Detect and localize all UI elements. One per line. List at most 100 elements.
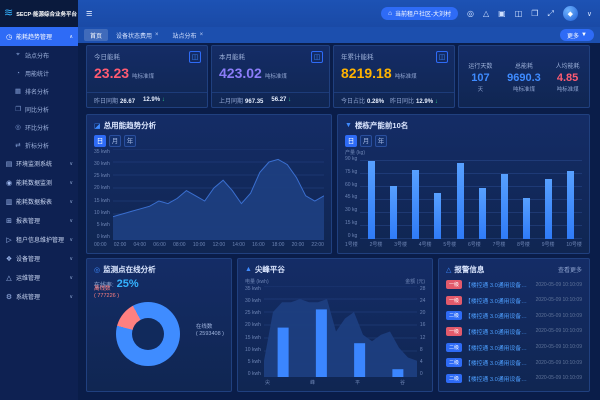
sidebar-group-icon: ▥ xyxy=(5,198,13,206)
alarm-row[interactable]: 二级【楼控通 3.0通用设备】楼控通 3.0…2020-05-09 10:10:… xyxy=(446,373,582,383)
close-tab-icon[interactable]: × xyxy=(199,32,204,38)
alarm-text: 【楼控通 3.0通用设备】楼控通 3.0… xyxy=(465,314,533,321)
bar xyxy=(412,169,420,239)
period-tab-月[interactable]: 月 xyxy=(360,135,372,147)
axis-labels: 电量 (kwh) 金额 (元) xyxy=(245,278,425,285)
y-tick: 20 kwh xyxy=(245,322,261,329)
value-number: 23.23 xyxy=(94,65,130,81)
lock-icon[interactable]: ▣ xyxy=(498,8,506,18)
page-tab[interactable]: 设备状态费用 × xyxy=(110,29,165,41)
sidebar-group-icon: ◉ xyxy=(5,179,13,187)
sidebar-group-item[interactable]: ▤ 环境监测系统 ∨ xyxy=(0,154,78,173)
x-tick: 平 xyxy=(354,380,360,386)
bar xyxy=(434,192,442,239)
alarm-time: 2020-05-09 10:10:09 xyxy=(535,312,582,319)
copy-icon[interactable]: ❐ xyxy=(531,8,539,18)
sidebar-group-label: 系统管理 xyxy=(16,295,41,301)
chevron-down-icon: ∨ xyxy=(69,236,73,243)
view-more-link[interactable]: 查看更多 xyxy=(557,268,582,274)
page-tab-label: 站点分布 xyxy=(172,33,197,40)
sidebar-group-label: 报表管理 xyxy=(16,219,41,225)
trend-down-icon: ↓ xyxy=(433,98,438,105)
sidebar-sub-item[interactable]: ⌖ 站点分布 xyxy=(0,46,78,64)
x-tick: 10号楼 xyxy=(566,242,582,248)
gauge-icon: ◫ xyxy=(436,51,448,63)
alarm-row[interactable]: 二级【楼控通 3.0通用设备】楼控通 3.0…2020-05-09 10:10:… xyxy=(446,358,582,368)
period-tab-年[interactable]: 年 xyxy=(124,135,136,147)
topbar-actions: ⌂ 当前租户社区-大刘村 ◎ △ ▣ ◫ ❐ ⤢ ◆ ∨ xyxy=(381,6,600,21)
y-axis-ticks: 90 kg 75 kg 60 kg 45 kg 30 kg 15 kg 0 kg xyxy=(345,156,360,239)
card-footer: 今日占比 0.28% 昨日同比 12.9% ↓ xyxy=(334,92,454,107)
alert-icon[interactable]: △ xyxy=(483,8,490,18)
notice-icon[interactable]: ◫ xyxy=(514,8,523,18)
alarm-row[interactable]: 二级【楼控通 3.0通用设备】楼控通 3.0…2020-05-09 10:10:… xyxy=(446,342,582,352)
segment-label: 在线数 xyxy=(195,324,213,330)
chevron-down-icon: ∨ xyxy=(69,293,73,300)
period-tab-月[interactable]: 月 xyxy=(109,135,121,147)
y-tick: 20 kwh xyxy=(94,185,110,192)
avatar[interactable]: ◆ xyxy=(562,6,578,21)
sidebar-sub-icon: ⌖ xyxy=(16,51,20,58)
summary-stat: 人均能耗 4.85 吨标准煤 xyxy=(556,61,580,93)
fullscreen-icon[interactable]: ⤢ xyxy=(547,8,554,18)
alarm-row[interactable]: 二级【楼控通 3.0通用设备】楼控通 3.0…2020-05-09 10:10:… xyxy=(446,311,582,321)
sidebar-group-item[interactable]: ⊞ 报表管理 ∨ xyxy=(0,211,78,230)
sidebar-sub-item[interactable]: ▦ 排名分析 xyxy=(0,82,78,100)
alarm-level-badge: 一级 xyxy=(446,280,463,290)
sidebar-group-item[interactable]: ❖ 设备管理 ∨ xyxy=(0,249,78,268)
card-footer: 昨日同期 26.67 12.9% ↓ xyxy=(87,92,207,107)
sidebar-sub-icon: ◎ xyxy=(15,124,21,131)
alarm-level-badge: 二级 xyxy=(446,342,463,352)
x-tick: 10:00 xyxy=(192,242,206,248)
card-value: 23.23 吨标准煤 xyxy=(94,65,201,81)
trend-down-icon: ↓ xyxy=(160,97,165,103)
chevron-down-icon[interactable]: ∨ xyxy=(586,10,592,18)
stat-label: 人均能耗 xyxy=(555,63,580,70)
period-tab-年[interactable]: 年 xyxy=(375,135,387,147)
sidebar-group-item[interactable]: ▷ 租户信息维护管理 ∨ xyxy=(0,230,78,249)
bar xyxy=(500,174,508,239)
period-tab-日[interactable]: 日 xyxy=(345,135,357,147)
sidebar-group-label: 环境监测系统 xyxy=(16,162,53,168)
period-tab-日[interactable]: 日 xyxy=(94,135,106,147)
y-tick: 5 kwh xyxy=(247,358,261,365)
chevron-down-icon: ∨ xyxy=(69,179,73,186)
stat-value: 4.85 xyxy=(556,71,579,84)
sidebar-group-item[interactable]: ◷ 能耗趋势管理 ∧ xyxy=(0,27,78,46)
alarm-row[interactable]: 一级【楼控通 3.0通用设备】楼控通 3.0…2020-05-09 10:10:… xyxy=(446,280,582,290)
card-title: 今日能耗 xyxy=(94,54,120,61)
sidebar-group-icon: ❖ xyxy=(5,255,13,263)
logo-text: SECP·能源综合业务平台 xyxy=(16,11,78,18)
x-tick: 4号楼 xyxy=(418,242,432,248)
topbar: ≋ SECP·能源综合业务平台 ≡ ⌂ 当前租户社区-大刘村 ◎ △ ▣ ◫ ❐ ⤢ ◆ … xyxy=(0,0,600,27)
tenant-switch-button[interactable]: ⌂ 当前租户社区-大刘村 xyxy=(381,7,459,20)
sidebar-sub-item[interactable]: ◎ 环比分析 xyxy=(0,118,78,136)
sidebar-sub-item[interactable]: ⇄ 折标分析 xyxy=(0,136,78,154)
alarm-row[interactable]: 一级【楼控通 3.0通用设备】楼控通 3.0…2020-05-09 10:10:… xyxy=(446,295,582,305)
sidebar-group-item[interactable]: ◉ 能耗数据监测 ∨ xyxy=(0,173,78,192)
sidebar-group-icon: ◷ xyxy=(5,33,13,41)
close-tab-icon[interactable]: × xyxy=(155,32,159,38)
sidebar-group-item[interactable]: ▥ 能耗数据报表 ∨ xyxy=(0,192,78,211)
scan-icon[interactable]: ◎ xyxy=(467,8,475,18)
chevron-down-icon: ∨ xyxy=(69,274,73,281)
page-tab[interactable]: 首页 xyxy=(84,29,109,41)
segment-label: 离线数 xyxy=(94,286,111,292)
more-tabs-button[interactable]: 更多 ▼ xyxy=(560,29,594,41)
sidebar-sub-item[interactable]: ◔ 用能统计 xyxy=(0,64,78,82)
alarm-time: 2020-05-09 10:10:09 xyxy=(535,328,582,335)
alarm-row[interactable]: 一级【楼控通 3.0通用设备】楼控通 3.0…2020-05-09 10:10:… xyxy=(446,326,582,336)
sidebar-sub-item[interactable]: ❐ 同比分析 xyxy=(0,100,78,118)
page-tab[interactable]: 站点分布 × xyxy=(167,29,210,41)
sidebar-sub-label: 站点分布 xyxy=(25,53,50,60)
monitor-icon: ◎ xyxy=(94,266,101,274)
sidebar-group-item[interactable]: ⚙ 系统管理 ∨ xyxy=(0,287,78,306)
x-tick: 谷 xyxy=(399,380,405,386)
y-tick: 20 xyxy=(419,310,426,317)
footer-value: 56.27 xyxy=(271,97,287,103)
menu-toggle-icon[interactable]: ≡ xyxy=(86,7,93,20)
sidebar-group-item[interactable]: △ 运维管理 ∨ xyxy=(0,268,78,287)
panel-title: 尖峰平谷 xyxy=(254,265,285,274)
bar xyxy=(545,179,553,239)
